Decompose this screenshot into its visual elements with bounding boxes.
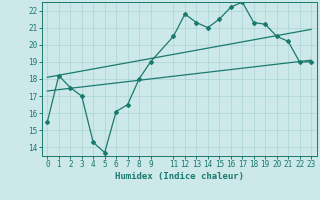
X-axis label: Humidex (Indice chaleur): Humidex (Indice chaleur) — [115, 172, 244, 181]
